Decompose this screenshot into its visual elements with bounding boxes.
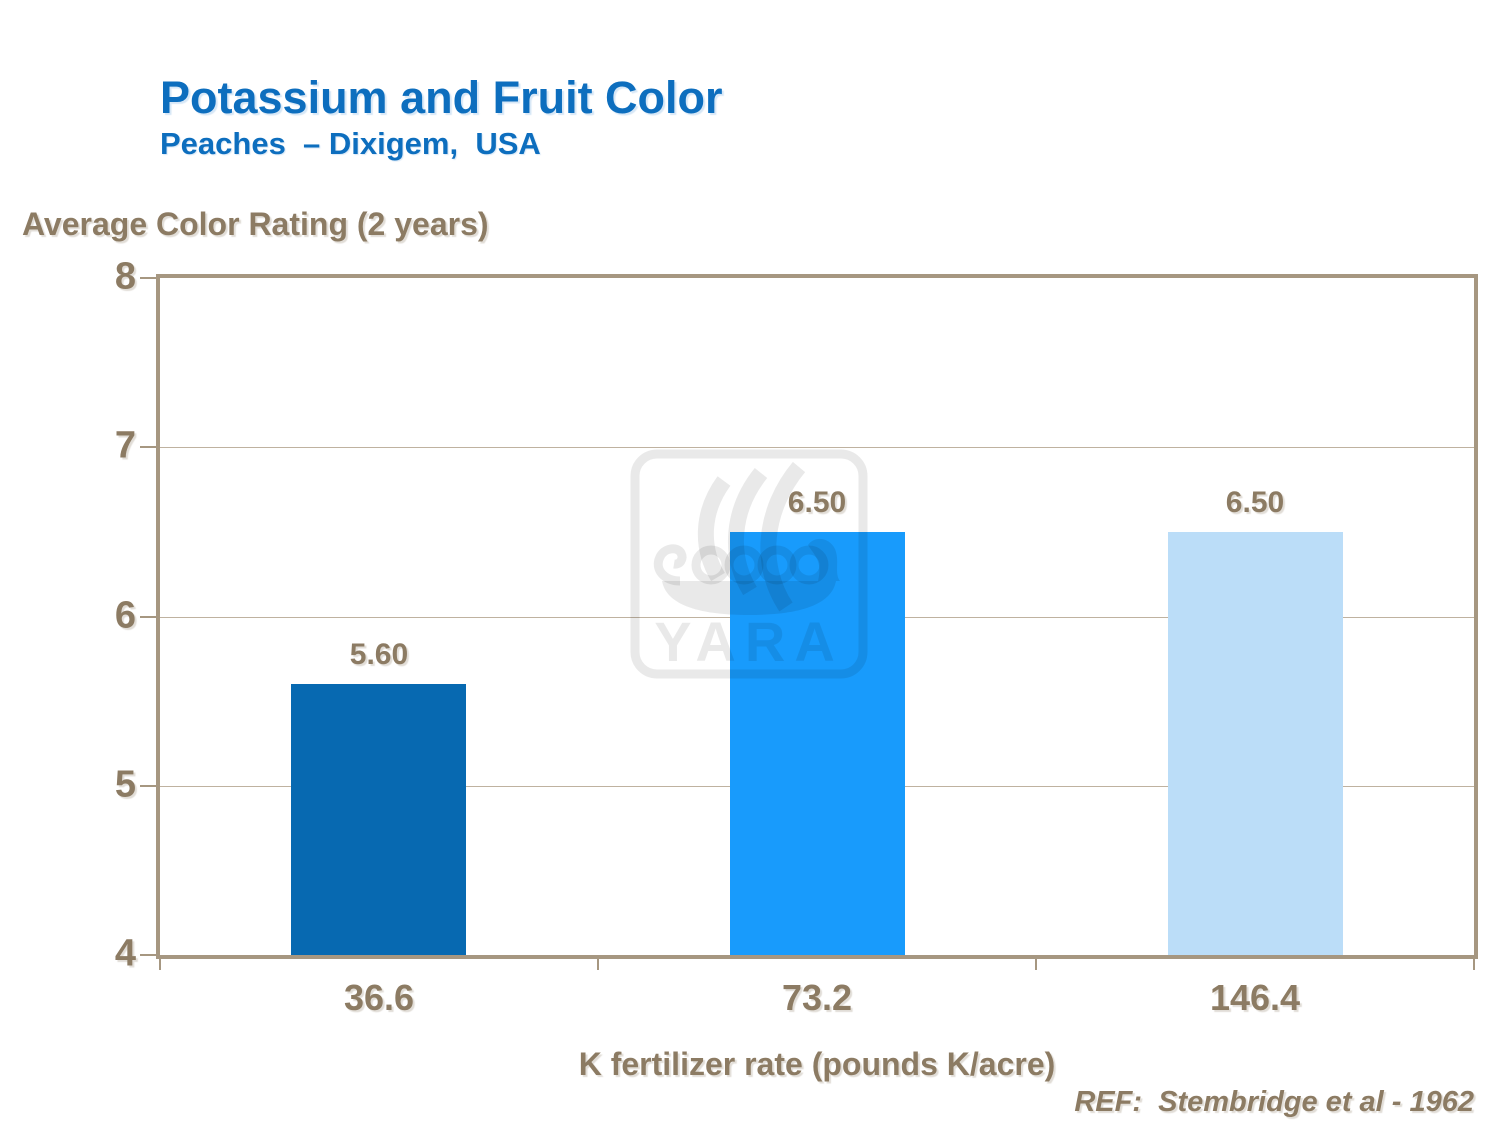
bar <box>729 531 905 955</box>
y-axis-title: Average Color Rating (2 years) <box>22 206 489 242</box>
xcat-label: 73.2 <box>781 977 853 1018</box>
bar-value-label: 6.50 <box>787 485 847 519</box>
ytick-mark <box>140 277 156 279</box>
x-axis-title: K fertilizer rate (pounds K/acre) <box>578 1046 1056 1082</box>
chart-subtitle: Peaches – Dixigem, USA <box>160 126 541 161</box>
xtick-mark <box>1035 955 1037 970</box>
bar-value-label: 5.60 <box>349 638 409 672</box>
ytick-label: 7 <box>114 424 136 467</box>
bar-value-label: 6.50 <box>1225 485 1285 519</box>
xtick-mark <box>1473 955 1475 970</box>
xcat-label: 36.6 <box>343 977 415 1018</box>
ytick-mark <box>140 615 156 618</box>
xtick-mark <box>597 955 599 970</box>
ytick-mark <box>140 446 156 449</box>
reference-text: REF: Stembridge et al - 1962 <box>1074 1086 1474 1118</box>
bar <box>1167 531 1343 955</box>
chart-title: Potassium and Fruit Color <box>160 72 723 123</box>
ytick-label: 5 <box>114 763 136 806</box>
gridline <box>160 447 1474 449</box>
ytick-label: 4 <box>114 932 136 975</box>
ytick-mark <box>140 784 156 787</box>
ytick-label: 6 <box>114 594 136 637</box>
xtick-mark <box>159 955 161 970</box>
ytick-mark <box>140 954 156 956</box>
bar <box>291 684 467 955</box>
xcat-label: 146.4 <box>1209 977 1301 1018</box>
ytick-label: 8 <box>114 255 136 298</box>
